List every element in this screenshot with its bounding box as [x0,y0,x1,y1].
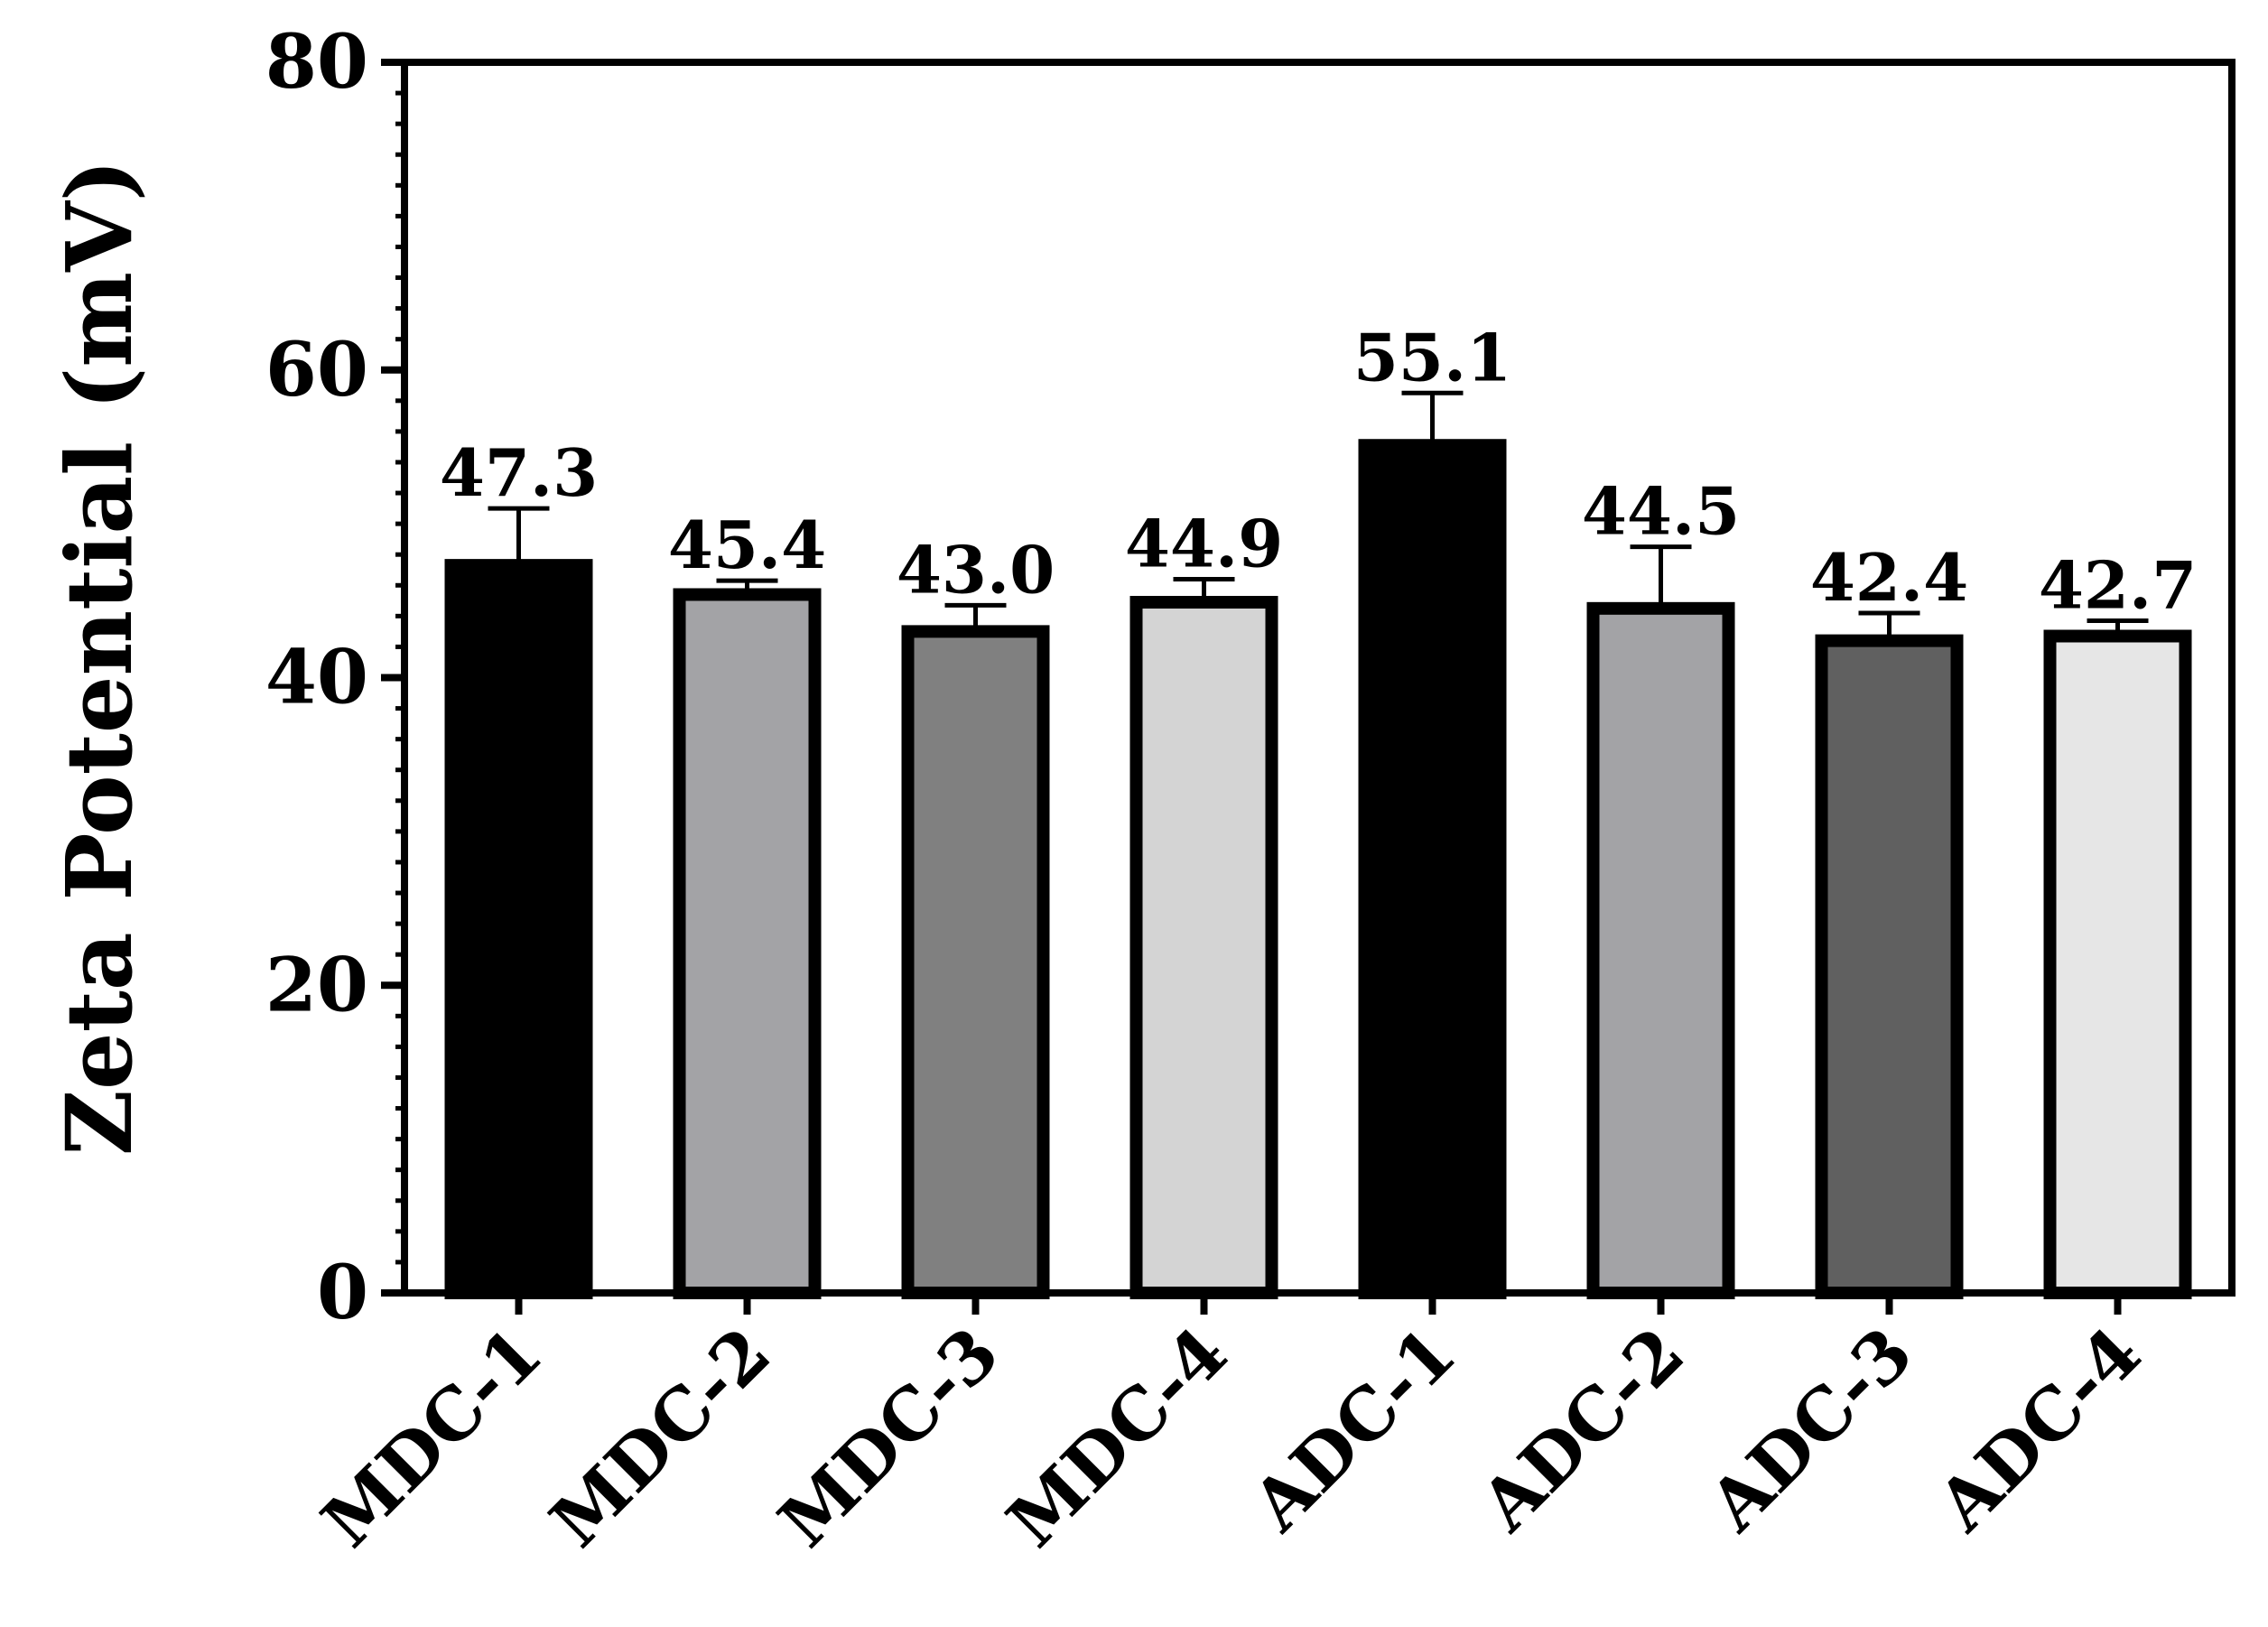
bar-adc-1 [1358,439,1507,1299]
value-label-mdc-3: 43.0 [897,531,1055,608]
bar-adc-3 [1815,634,1964,1299]
x-tick-label-mdc-1: MDC-1 [307,1312,558,1563]
x-tick-label-adc-4: ADC-4 [1921,1312,2157,1548]
value-label-adc-3: 42.4 [1810,539,1968,616]
value-label-adc-4: 42.7 [2039,546,2197,623]
bar-adc-2 [1586,601,1735,1299]
x-tick-label-mdc-2: MDC-2 [535,1312,786,1563]
error-bars-group [488,390,2149,641]
x-tick-label-mdc-4: MDC-4 [992,1312,1243,1563]
value-label-adc-1: 55.1 [1353,319,1511,395]
y-tick-label-0: 0 [317,1250,368,1336]
value-label-mdc-4: 44.9 [1125,505,1283,581]
bar-mdc-2 [673,588,822,1299]
x-tick-label-adc-3: ADC-3 [1693,1312,1929,1548]
x-tick-label-mdc-3: MDC-3 [764,1312,1015,1563]
value-labels-group: 47.3 45.4 43.0 44.9 55.1 44.5 42.4 42.7 [440,319,2197,623]
bar-adc-4 [2043,629,2192,1299]
y-tick-label-80: 80 [265,19,368,106]
y-axis: 0 20 40 60 80 [265,19,404,1336]
bar-mdc-1 [444,559,593,1299]
value-label-mdc-2: 45.4 [668,507,826,583]
x-tick-label-adc-1: ADC-1 [1236,1312,1472,1548]
value-label-adc-2: 44.5 [1582,473,1740,550]
value-label-mdc-1: 47.3 [440,434,598,511]
bar-mdc-4 [1129,596,1278,1299]
y-tick-label-40: 40 [265,635,368,721]
x-tick-label-adc-2: ADC-2 [1464,1312,1700,1548]
y-axis-label: Zeta Potential (mV) [46,159,153,1156]
bar-mdc-3 [901,625,1050,1299]
y-tick-label-60: 60 [265,327,368,414]
y-tick-label-20: 20 [265,942,368,1028]
